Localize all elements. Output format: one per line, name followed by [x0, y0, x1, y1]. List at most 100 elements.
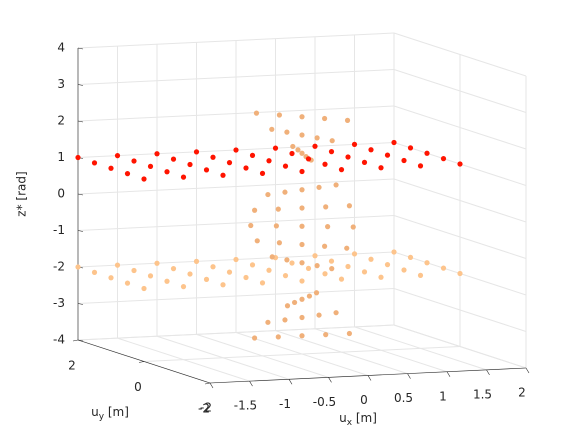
- point: [259, 170, 266, 176]
- x-tick: [288, 379, 293, 385]
- y-tick: [204, 382, 211, 385]
- point: [401, 157, 407, 164]
- grid-line: [77, 324, 395, 341]
- point: [299, 260, 305, 266]
- point: [154, 151, 160, 157]
- point: [391, 249, 397, 255]
- z-tick: [77, 193, 84, 196]
- point: [295, 147, 301, 153]
- point: [407, 254, 414, 260]
- grid: [72, 32, 530, 389]
- point: [440, 156, 447, 162]
- point: [203, 167, 210, 173]
- point: [305, 265, 312, 271]
- point: [378, 274, 384, 280]
- x-tick-label: -1.5: [234, 399, 257, 413]
- point: [108, 275, 114, 281]
- x-tick-label: 2: [518, 386, 526, 400]
- point: [289, 260, 295, 266]
- z-tick: [77, 84, 84, 86]
- point: [170, 156, 177, 162]
- point: [187, 161, 193, 168]
- x-tick: [249, 380, 253, 387]
- point: [345, 263, 351, 270]
- x-tick-label: 0: [360, 393, 368, 407]
- point: [314, 263, 320, 269]
- point: [424, 150, 430, 156]
- point: [233, 256, 239, 263]
- grid-line: [77, 288, 395, 304]
- point: [289, 150, 295, 157]
- grid-line: [143, 346, 461, 362]
- point: [75, 264, 81, 270]
- point: [282, 273, 289, 279]
- x-tick: [525, 367, 530, 374]
- point: [361, 159, 368, 165]
- y-axis-label-subscript: y: [99, 412, 105, 422]
- z-tick-label: -3: [53, 296, 65, 310]
- point: [91, 269, 98, 275]
- z-tick-label: 2: [57, 114, 65, 128]
- point: [108, 165, 114, 171]
- point: [312, 253, 318, 259]
- point: [344, 117, 351, 123]
- x-tick: [486, 369, 490, 376]
- x-tick: [209, 382, 214, 389]
- point: [322, 243, 328, 249]
- point: [346, 330, 352, 337]
- point: [299, 132, 305, 138]
- point: [269, 126, 275, 132]
- x-axis-label: ux [m]: [339, 411, 377, 428]
- point: [226, 160, 233, 166]
- point: [457, 161, 463, 167]
- point: [333, 182, 339, 188]
- point: [424, 260, 430, 266]
- point: [154, 260, 160, 266]
- point: [248, 222, 254, 229]
- point: [284, 129, 290, 135]
- point: [313, 290, 320, 296]
- x-tick-label: 1: [439, 389, 447, 403]
- x-tick: [446, 371, 451, 377]
- point: [265, 319, 271, 325]
- grid-line: [393, 178, 527, 223]
- point: [131, 267, 137, 274]
- y-axis-label-suffix: [m]: [104, 405, 129, 419]
- point: [322, 161, 328, 167]
- grid-line: [77, 69, 395, 85]
- point: [299, 278, 305, 284]
- point: [329, 266, 335, 272]
- point: [243, 274, 249, 281]
- grid-line: [393, 105, 527, 150]
- point: [233, 147, 239, 153]
- points: [75, 110, 463, 341]
- point: [275, 206, 281, 212]
- y-tick-label: -2: [198, 402, 210, 416]
- point: [180, 284, 187, 290]
- point: [322, 115, 328, 122]
- point: [273, 223, 279, 229]
- point: [401, 267, 407, 273]
- grid-line: [393, 288, 527, 332]
- point: [333, 310, 339, 316]
- point: [282, 189, 288, 195]
- point: [226, 269, 233, 275]
- grid-line: [77, 178, 395, 195]
- point: [299, 114, 305, 120]
- z-tick: [77, 339, 84, 342]
- point: [276, 240, 282, 246]
- point: [306, 293, 313, 299]
- point: [457, 270, 463, 277]
- z-tick-label: 4: [57, 41, 65, 55]
- point: [272, 145, 279, 151]
- point: [266, 267, 272, 273]
- point: [323, 204, 329, 210]
- point: [254, 238, 260, 244]
- point: [440, 265, 447, 271]
- point: [368, 147, 374, 153]
- x-tick: [328, 377, 332, 383]
- z-tick-label: 0: [57, 187, 65, 201]
- z-tick-label: -4: [53, 333, 65, 347]
- x-tick-label: -0.5: [313, 395, 336, 409]
- point: [180, 174, 187, 180]
